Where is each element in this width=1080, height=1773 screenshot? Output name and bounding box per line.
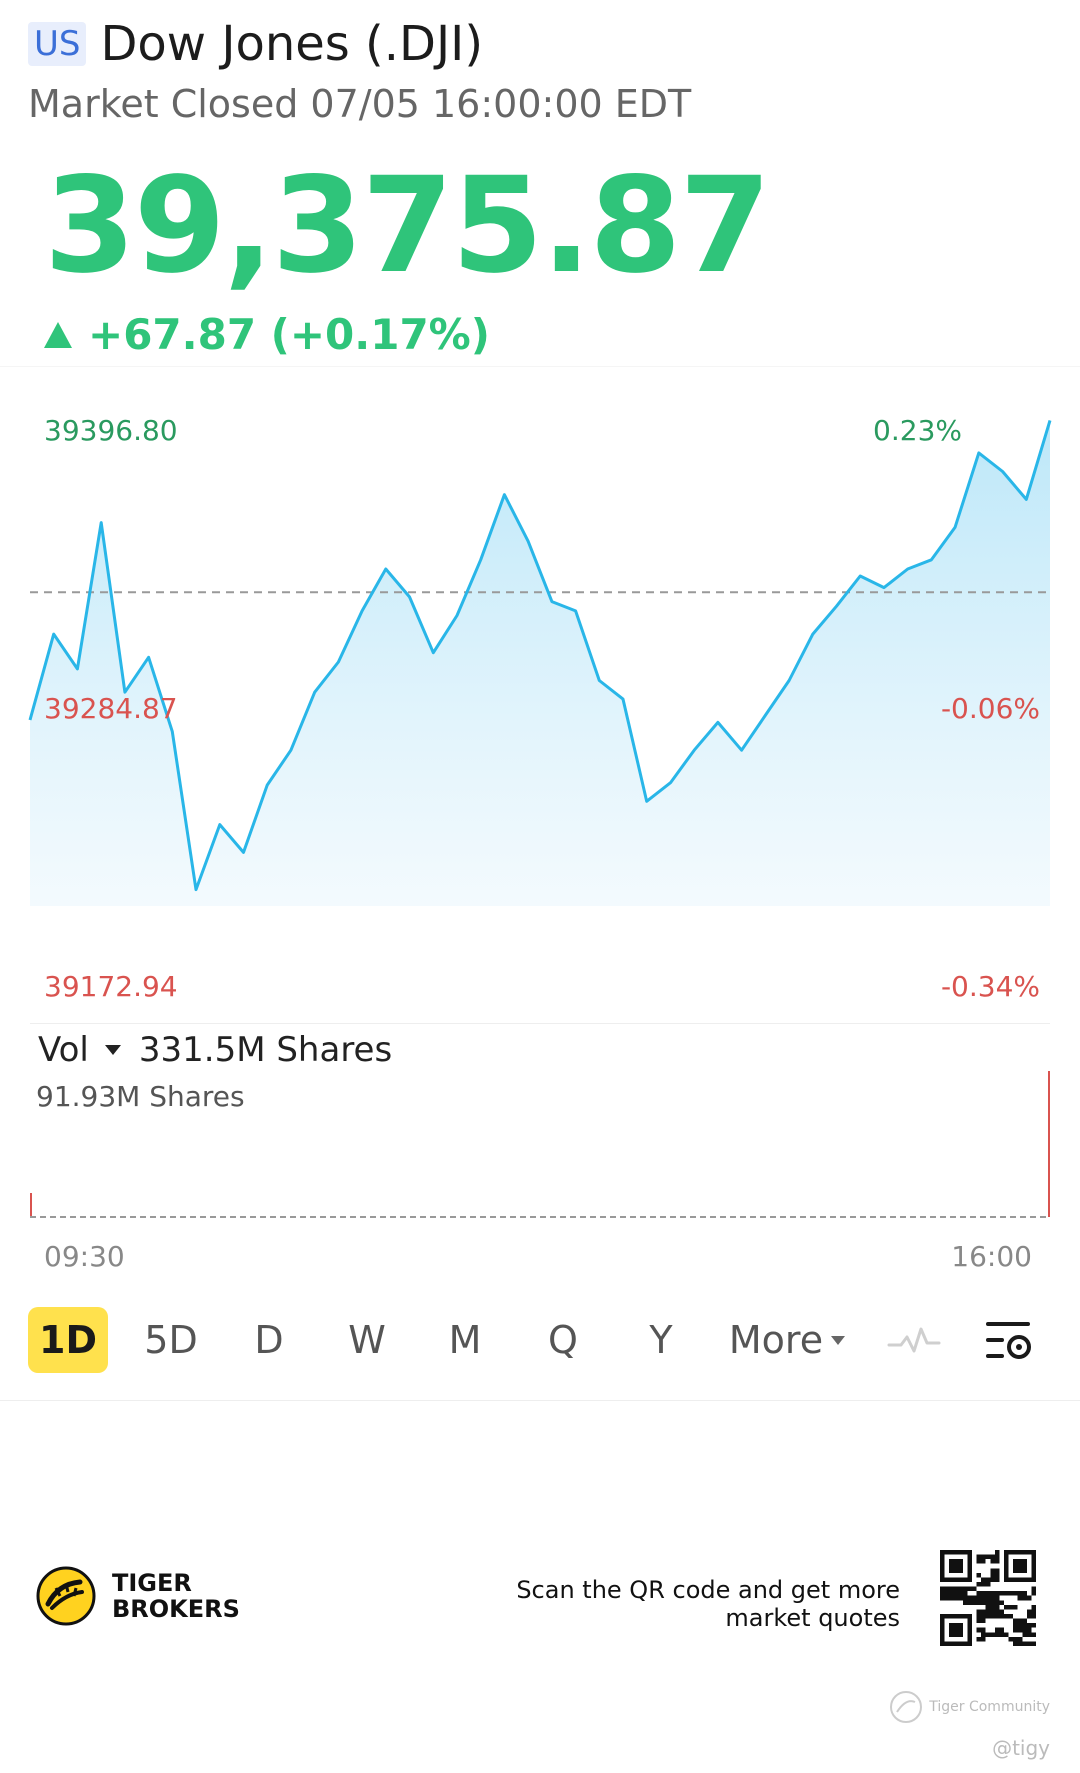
market-status: Market Closed 07/05 16:00:00 EDT — [28, 82, 692, 126]
price-chart-svg[interactable] — [0, 370, 1080, 1390]
brand-name: TIGER BROKERS — [112, 1570, 240, 1622]
period-q[interactable]: Q — [548, 1318, 578, 1362]
brand-name-line1: TIGER — [112, 1569, 192, 1597]
volume-header[interactable]: Vol 331.5M Shares — [38, 1030, 392, 1070]
time-axis-start: 09:30 — [44, 1240, 125, 1273]
price-low-label: 39172.94 — [44, 970, 178, 1003]
price-change: +67.87 (+0.17%) — [44, 310, 490, 359]
period-more[interactable]: More — [722, 1307, 852, 1373]
period-d[interactable]: D — [254, 1318, 284, 1362]
chevron-down-icon — [831, 1335, 846, 1345]
time-axis-end: 16:00 — [951, 1240, 1032, 1273]
qr-code-icon — [940, 1550, 1036, 1646]
period-more-label: More — [728, 1318, 824, 1362]
volume-bar-close — [1048, 1071, 1050, 1217]
period-5d[interactable]: 5D — [144, 1318, 198, 1362]
tiger-logo-icon — [36, 1566, 96, 1626]
period-selector: 1D 5D D W M Q Y More — [28, 1306, 1052, 1374]
market-badge: US — [28, 22, 87, 66]
volume-bars — [30, 1071, 1050, 1217]
pct-low-label: -0.34% — [940, 970, 1040, 1003]
watermark: Tiger Community — [889, 1690, 1050, 1724]
volume-max: 91.93M Shares — [36, 1080, 245, 1113]
period-1d[interactable]: 1D — [28, 1307, 108, 1373]
intraday-chart[interactable]: 39396.80 0.23% 39284.87 -0.06% 39172.94 … — [0, 370, 1080, 1390]
divider — [0, 366, 1080, 367]
volume-selector-label[interactable]: Vol — [38, 1030, 89, 1070]
chart-settings-icon — [986, 1322, 1031, 1359]
current-price: 39,375.87 — [44, 149, 771, 303]
period-w[interactable]: W — [348, 1318, 386, 1362]
chart-divider — [30, 1023, 1050, 1024]
watermark-primary: Tiger Community — [929, 1699, 1050, 1715]
period-m[interactable]: M — [448, 1318, 482, 1362]
dropdown-caret-icon[interactable] — [104, 1045, 121, 1055]
quote-header: US Dow Jones (.DJI) Market Closed 07/05 … — [28, 16, 1052, 126]
price-mid-label: 39284.87 — [44, 692, 178, 725]
volume-bar-open — [30, 1193, 32, 1217]
price-change-value: +67.87 (+0.17%) — [88, 310, 490, 359]
community-logo-icon — [890, 1691, 923, 1723]
stock-title: Dow Jones (.DJI) — [100, 16, 484, 72]
brand-name-line2: BROKERS — [112, 1595, 240, 1623]
price-line — [28, 419, 1052, 892]
title-row: US Dow Jones (.DJI) — [28, 16, 1052, 72]
price-high-label: 39396.80 — [44, 414, 178, 447]
pct-high-label: 0.23% — [873, 414, 962, 447]
period-y[interactable]: Y — [649, 1318, 673, 1362]
watermark-handle: @tigy — [992, 1736, 1050, 1760]
chart-settings-button[interactable] — [974, 1307, 1046, 1373]
up-arrow-icon — [44, 321, 72, 348]
brand-logo: TIGER BROKERS — [36, 1566, 240, 1626]
indicator-toggle[interactable] — [878, 1307, 950, 1373]
pulse-line-icon — [887, 1327, 941, 1353]
volume-total: 331.5M Shares — [138, 1030, 393, 1070]
qr-caption: Scan the QR code and get more market quo… — [516, 1576, 900, 1632]
section-divider — [0, 1400, 1080, 1401]
pct-mid-label: -0.06% — [940, 692, 1040, 725]
price-area-fill — [30, 420, 1050, 906]
